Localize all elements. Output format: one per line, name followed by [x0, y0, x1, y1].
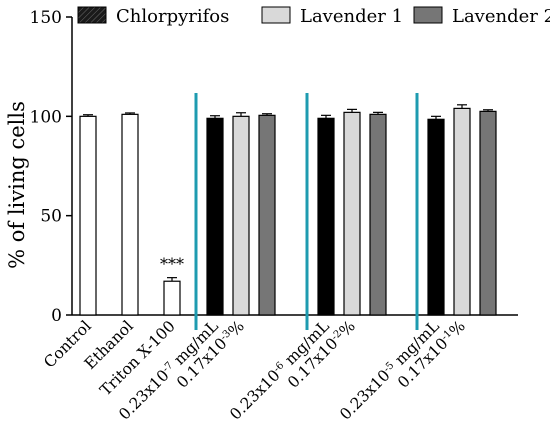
- y-tick-label: 150: [30, 8, 62, 28]
- legend: Chlorpyrifos Lavender 1 Lavender 2: [77, 6, 550, 27]
- bar: [317, 117, 335, 316]
- group-separators: [194, 93, 419, 330]
- bar: [163, 280, 181, 316]
- bar: [479, 110, 497, 316]
- bar: [232, 115, 250, 316]
- bar: [121, 113, 139, 316]
- bar: [206, 117, 224, 316]
- axes: 0 50 100 150: [30, 8, 518, 326]
- y-axis-label: % of living cells: [5, 101, 29, 269]
- bar: [343, 111, 361, 316]
- bar: [453, 107, 471, 316]
- legend-label: Lavender 1: [300, 6, 403, 27]
- significance-annotation: ***: [160, 255, 184, 274]
- x-tick-label: Triton X-100: [96, 317, 178, 399]
- y-tick-label: 50: [40, 207, 62, 227]
- legend-label: Chlorpyrifos: [116, 6, 229, 27]
- y-tick-label: 0: [51, 306, 62, 326]
- y-tick-label: 100: [30, 107, 62, 127]
- bar: [258, 114, 276, 316]
- bar: [79, 115, 97, 316]
- legend-swatch: [413, 6, 443, 24]
- legend-label: Lavender 2: [452, 6, 550, 27]
- bars: ***: [79, 104, 497, 316]
- legend-swatch: [261, 6, 291, 24]
- legend-swatch: [77, 6, 107, 24]
- bar: [427, 118, 445, 316]
- bar: [369, 113, 387, 316]
